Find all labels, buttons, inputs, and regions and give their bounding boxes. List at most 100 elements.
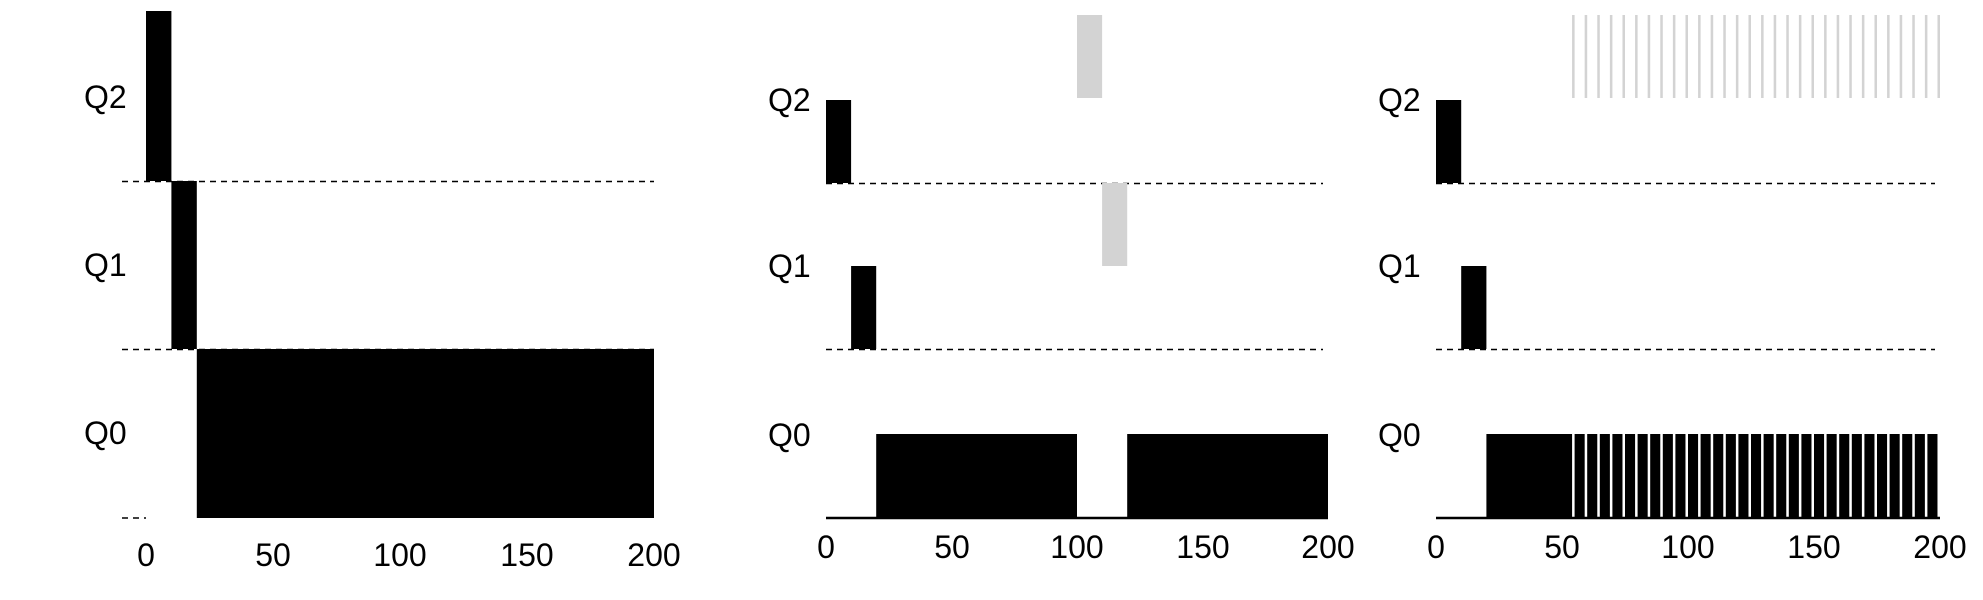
schedule-bar [1102,183,1128,266]
schedule-bar [826,100,852,183]
schedule-bar [1788,434,1799,518]
schedule-bar [1723,15,1726,98]
schedule-bar [1786,15,1789,98]
x-tick-label: 150 [1176,529,1229,565]
x-tick-label: 100 [1661,529,1714,565]
panel-2-marks [826,15,1328,520]
schedule-bar [1877,434,1888,518]
schedule-bar [1763,434,1774,518]
schedule-bar [1937,15,1940,98]
x-tick-label: 50 [255,537,291,573]
schedule-bar [1637,434,1648,518]
schedule-bar [1801,434,1812,518]
schedule-bar [1572,15,1575,98]
schedule-bar [1685,15,1688,98]
schedule-bar [1662,434,1673,518]
queue-label-q1: Q1 [768,248,811,284]
schedule-bar [1622,15,1625,98]
chart-panel-3: Q2 Q1 Q0 0 50 100 150 200 [1378,15,1967,565]
schedule-bar [1486,434,1562,518]
schedule-bar [1574,434,1585,518]
schedule-bar [1811,15,1814,98]
schedule-bar [1609,15,1613,98]
chart-panel-1: Q2 Q1 Q0 0 50 100 150 200 [84,11,681,573]
schedule-bar [196,349,655,518]
queue-label-q2: Q2 [768,82,811,118]
schedule-bar [146,11,172,181]
schedule-bar [1761,15,1764,98]
queue-label-q1: Q1 [84,247,127,283]
schedule-bar [1587,434,1598,518]
schedule-bar [1077,15,1103,98]
schedule-bar [1927,434,1938,518]
schedule-bar [1612,434,1623,518]
schedule-bar [1650,434,1661,518]
x-tick-label: 200 [1301,529,1354,565]
schedule-bar [1660,15,1663,98]
schedule-bar [1625,434,1636,518]
schedule-bar [1562,434,1573,518]
schedule-bar [1864,434,1875,518]
schedule-bar [1814,434,1825,518]
schedule-bar [1887,15,1890,98]
schedule-bar [1700,434,1711,518]
queue-label-q1: Q1 [1378,248,1421,284]
schedule-bar [1824,15,1827,98]
x-tick-label: 0 [817,529,835,565]
schedule-bar [1924,15,1928,98]
schedule-bar [1738,434,1749,518]
schedule-bar [1861,15,1865,98]
schedule-bar [851,266,877,349]
schedule-bar [1874,15,1877,98]
schedule-bar [1584,15,1588,98]
x-tick-label: 0 [1427,529,1445,565]
x-tick-label: 100 [373,537,426,573]
x-tick-label: 150 [1787,529,1840,565]
x-tick-label: 100 [1050,529,1103,565]
queue-label-q0: Q0 [1378,417,1421,453]
schedule-bar [1751,434,1762,518]
schedule-bar [1902,434,1913,518]
schedule-bar [1836,15,1840,98]
schedule-bar [171,181,197,349]
schedule-bar [1826,434,1837,518]
queue-label-q0: Q0 [768,417,811,453]
schedule-bar [1849,15,1852,98]
schedule-bar [1672,15,1676,98]
queue-label-q2: Q2 [1378,82,1421,118]
schedule-bar [876,434,1077,518]
x-tick-label: 150 [500,537,553,573]
schedule-bar [1798,15,1802,98]
schedule-bar [1773,15,1777,98]
schedule-bar [1461,266,1487,349]
x-tick-label: 50 [934,529,970,565]
queue-label-q2: Q2 [84,79,127,115]
schedule-bar [1635,15,1638,98]
x-tick-label: 50 [1544,529,1580,565]
schedule-bar [1688,434,1699,518]
schedule-bar [1839,434,1850,518]
schedule-bar [1776,434,1787,518]
schedule-bar [1748,15,1751,98]
schedule-bar [1914,434,1925,518]
schedule-bar [1647,15,1651,98]
schedule-bar [1725,434,1736,518]
schedule-bar [1675,434,1686,518]
schedule-bar [1710,15,1714,98]
x-tick-label: 200 [627,537,680,573]
schedule-bar [1912,15,1915,98]
panel-1-marks [122,11,655,519]
queue-label-q0: Q0 [84,415,127,451]
schedule-bar [1713,434,1724,518]
schedule-bar [1735,15,1739,98]
x-tick-label: 0 [137,537,155,573]
schedule-bar [1698,15,1701,98]
schedule-bar [1597,15,1600,98]
schedule-bar [1436,100,1462,183]
x-tick-label: 200 [1913,529,1966,565]
chart-panel-2: Q2 Q1 Q0 0 50 100 150 200 [768,15,1355,565]
schedule-bar [1599,434,1610,518]
schedule-bar [1127,434,1328,518]
schedule-bar [1899,15,1903,98]
